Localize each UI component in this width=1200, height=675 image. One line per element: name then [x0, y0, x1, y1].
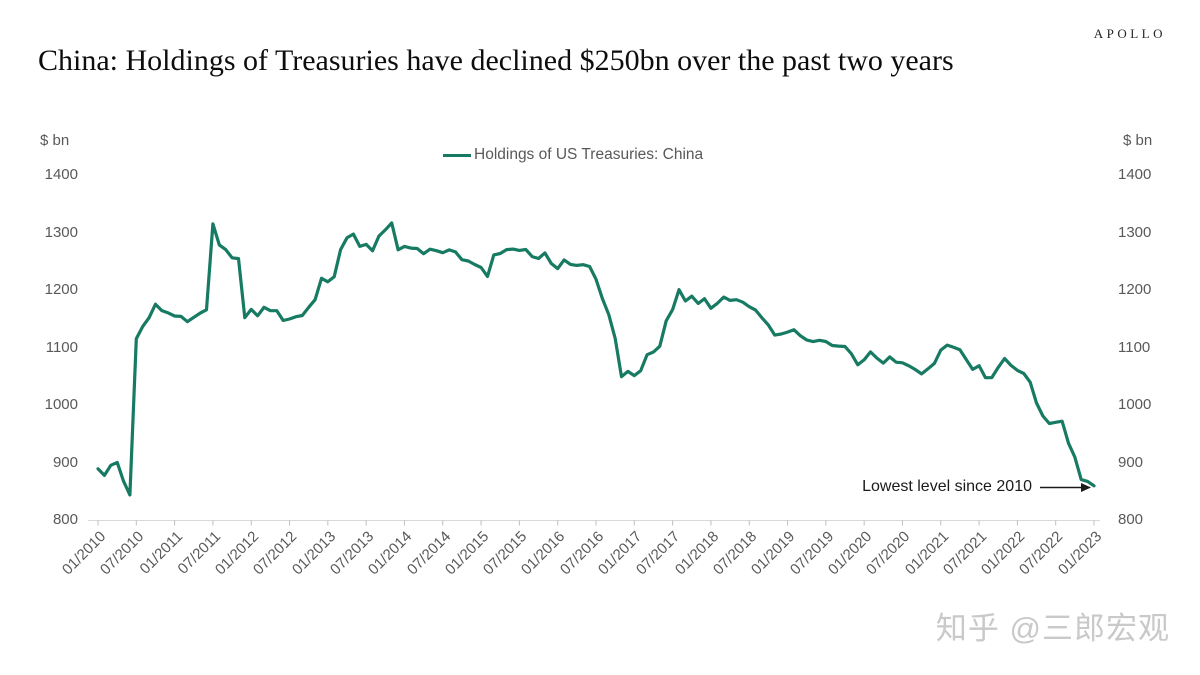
y-tick-label-right: 900 [1118, 453, 1144, 471]
y-tick-label-left: 900 [52, 453, 78, 471]
y-tick-label-right: 1200 [1118, 281, 1152, 298]
y-tick-label-left: 800 [52, 511, 78, 528]
y-tick-label-left: 1400 [44, 166, 78, 183]
legend-label: Holdings of US Treasuries: China [474, 146, 704, 163]
apollo-logo: APOLLO [1093, 26, 1166, 41]
y-tick-label-left: 1200 [44, 281, 78, 298]
y-tick-label-right: 1100 [1118, 338, 1151, 356]
legend: Holdings of US Treasuries: China [443, 146, 703, 164]
chart-title: China: Holdings of Treasuries have decli… [38, 44, 954, 77]
legend-line-swatch [443, 153, 471, 157]
y-tick-label-left: 1300 [44, 223, 78, 241]
y-tick-label-left: 1100 [45, 338, 78, 356]
annotation-arrow [1040, 483, 1091, 492]
watermark: 知乎 @三郎宏观 [935, 611, 1170, 646]
series-line [96, 221, 1096, 497]
y-tick-label-right: 1400 [1118, 166, 1152, 183]
y-axis-unit-right: $ bn [1123, 132, 1153, 149]
x-axis-tick-marks [97, 520, 1095, 526]
y-tick-label-right: 1000 [1118, 396, 1152, 413]
y-axis-unit-left: $ bn [40, 132, 70, 149]
y-tick-label-right: 800 [1118, 511, 1144, 528]
y-tick-label-right: 1300 [1118, 223, 1152, 241]
y-tick-label-left: 1000 [44, 396, 78, 413]
annotation-text: Lowest level since 2010 [862, 478, 1032, 495]
